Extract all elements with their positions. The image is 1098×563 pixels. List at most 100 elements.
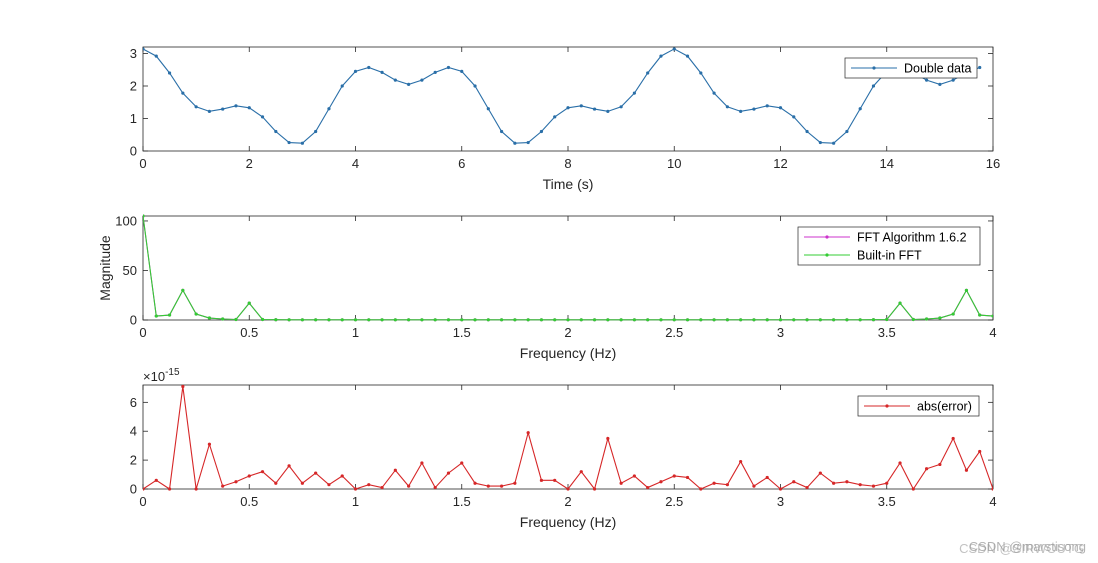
data-point — [646, 485, 650, 490]
data-point — [553, 478, 557, 482]
x-tick-label: 1.5 — [453, 494, 471, 509]
data-point — [792, 480, 796, 484]
data-point — [964, 468, 969, 472]
data-point — [898, 301, 902, 305]
data-point — [420, 78, 424, 82]
data-point — [712, 91, 716, 95]
data-point — [167, 71, 172, 75]
legend-box — [857, 395, 980, 417]
data-point — [539, 129, 544, 134]
x-tick-label: 0 — [139, 325, 146, 340]
legend-label: abs(error) — [917, 400, 972, 414]
data-point — [832, 141, 836, 145]
data-point — [606, 436, 610, 441]
legend-marker — [872, 66, 876, 70]
y-tick-label: 3 — [130, 46, 137, 61]
data-point — [221, 107, 225, 111]
data-point — [260, 115, 265, 119]
series-1 — [143, 47, 982, 145]
data-point — [712, 318, 716, 322]
data-point — [473, 481, 477, 485]
data-point — [818, 318, 822, 322]
y-exponent-label: ×10-15 — [143, 367, 180, 384]
data-point — [792, 318, 796, 322]
y-axis-label: Magnitude — [97, 235, 113, 301]
data-point — [247, 474, 251, 478]
data-point — [885, 317, 889, 322]
data-point — [858, 107, 862, 111]
data-point — [871, 318, 876, 322]
data-point — [845, 480, 849, 484]
data-point — [858, 318, 862, 322]
watermark-text-overlay: CSDN @SIRWOUTG — [959, 541, 1084, 556]
data-point — [367, 318, 371, 322]
data-point — [885, 481, 889, 485]
data-point — [300, 318, 304, 322]
data-point — [143, 47, 145, 51]
x-tick-label: 3 — [777, 325, 784, 340]
data-point — [646, 318, 650, 322]
data-point — [752, 318, 756, 322]
data-point — [805, 318, 809, 322]
data-point — [739, 318, 743, 322]
data-point — [898, 461, 902, 465]
data-point — [672, 318, 676, 322]
data-point — [845, 318, 849, 322]
data-point — [619, 318, 623, 322]
x-axis-label: Frequency (Hz) — [520, 514, 616, 530]
data-point — [978, 313, 982, 317]
y-tick-label: 0 — [130, 313, 137, 328]
data-point — [632, 91, 637, 95]
data-point — [420, 461, 424, 465]
data-point — [845, 129, 849, 134]
data-point — [685, 318, 690, 322]
data-point — [553, 115, 557, 119]
data-point — [911, 487, 915, 491]
x-tick-label: 2.5 — [665, 494, 683, 509]
data-point — [739, 109, 743, 113]
data-point — [606, 318, 610, 322]
data-point — [938, 316, 942, 320]
data-point — [314, 318, 318, 322]
x-tick-label: 0.5 — [240, 325, 258, 340]
series-2 — [143, 214, 993, 322]
data-point — [260, 470, 265, 474]
legend-box — [797, 226, 981, 266]
data-point — [619, 481, 623, 485]
data-point — [699, 318, 703, 322]
legend: abs(error) — [857, 395, 980, 417]
data-point — [924, 317, 929, 321]
data-point — [433, 485, 437, 490]
y-tick-label: 0 — [130, 482, 137, 497]
y-tick-label: 6 — [130, 395, 137, 410]
data-point — [938, 462, 942, 467]
data-point — [579, 104, 583, 108]
legend-marker — [825, 253, 829, 257]
data-point — [951, 312, 955, 316]
x-tick-label: 2.5 — [665, 325, 683, 340]
data-point — [234, 480, 238, 484]
x-tick-label: 2 — [564, 325, 571, 340]
data-point — [539, 318, 544, 322]
data-point — [380, 485, 384, 490]
y-tick-label: 2 — [130, 79, 137, 94]
x-tick-label: 1 — [352, 325, 359, 340]
series-line — [143, 48, 980, 144]
x-tick-label: 14 — [880, 156, 894, 171]
x-tick-label: 1 — [352, 494, 359, 509]
data-point — [566, 487, 570, 491]
data-point — [539, 478, 544, 482]
data-point — [380, 70, 384, 74]
data-point — [938, 82, 942, 86]
data-point — [181, 384, 185, 389]
data-point — [499, 484, 504, 488]
data-point — [314, 471, 318, 475]
data-point — [739, 459, 743, 464]
data-point — [274, 318, 278, 322]
data-point — [778, 487, 783, 491]
data-point — [964, 288, 969, 292]
data-point — [499, 129, 504, 134]
data-point — [154, 478, 158, 482]
data-point — [143, 487, 145, 491]
data-point — [978, 449, 982, 454]
